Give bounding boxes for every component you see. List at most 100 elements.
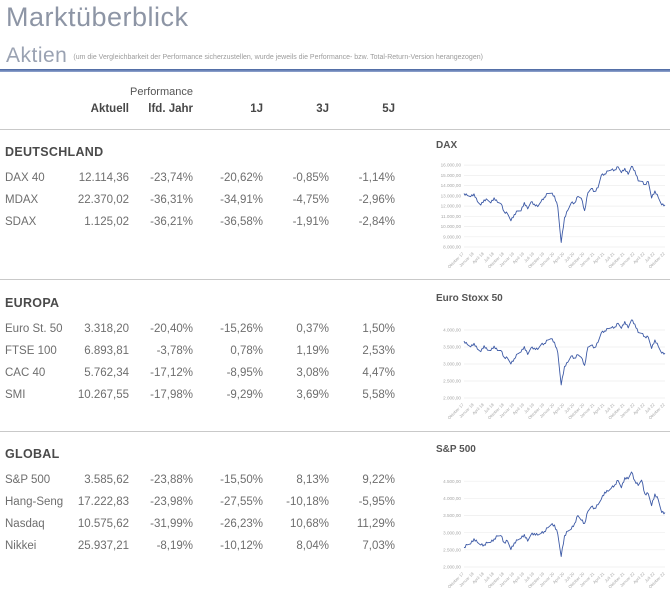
table-row-cac40: CAC 40 5.762,34 -17,12% -8,95% 3,08% 4,4…: [5, 362, 395, 384]
index-name: Hang-Seng: [5, 496, 64, 508]
index-name: S&P 500: [5, 474, 51, 486]
svg-text:April 21: April 21: [592, 571, 606, 585]
column-header-lfd-jahr: lfd. Jahr: [148, 103, 193, 115]
cell-aktuell: 3.585,62: [84, 474, 129, 486]
svg-text:3.500,00: 3.500,00: [443, 345, 461, 350]
cell-aktuell: 17.222,83: [77, 496, 129, 508]
cell-3j: 0,37%: [296, 323, 329, 335]
cell-3j: 3,08%: [296, 367, 329, 379]
svg-text:12.000,00: 12.000,00: [441, 204, 462, 209]
svg-text:April 20: April 20: [552, 571, 566, 585]
svg-text:3.000,00: 3.000,00: [443, 530, 461, 535]
cell-lfd-jahr: -8,19%: [156, 540, 193, 552]
chart-title-sp500: S&P 500: [436, 444, 476, 455]
svg-text:April 18: April 18: [471, 251, 485, 265]
svg-text:16.000,00: 16.000,00: [441, 163, 462, 168]
svg-text:8.000,00: 8.000,00: [443, 245, 461, 250]
table-row-hangseng: Hang-Seng 17.222,83 -23,98% -27,55% -10,…: [5, 491, 395, 513]
chart-dax: DAX 16.000,00 15.000,00 14.000,00 13.000,00…: [436, 140, 668, 269]
cell-3j: 3,69%: [296, 389, 329, 401]
cell-5j: -1,14%: [358, 172, 395, 184]
cell-1j: -26,23%: [220, 518, 263, 530]
svg-text:2.000,00: 2.000,00: [443, 396, 461, 401]
table-row-sdax: SDAX 1.125,02 -36,21% -36,58% -1,91% -2,…: [5, 211, 395, 233]
svg-text:April 19: April 19: [511, 571, 525, 585]
chart-title-dax: DAX: [436, 140, 458, 151]
cell-lfd-jahr: -23,74%: [150, 172, 193, 184]
section-heading-global: GLOBAL: [5, 447, 60, 461]
svg-text:April 22: April 22: [632, 402, 646, 416]
table-row-nikkei: Nikkei 25.937,21 -8,19% -10,12% 8,04% 7,…: [5, 535, 395, 557]
cell-1j: -36,58%: [220, 216, 263, 228]
svg-text:April 22: April 22: [632, 571, 646, 585]
table-row-sp500: S&P 500 3.585,62 -23,88% -15,50% 8,13% 9…: [5, 469, 395, 491]
index-name: CAC 40: [5, 367, 46, 379]
svg-text:April 18: April 18: [471, 402, 485, 416]
cell-1j: -15,26%: [220, 323, 263, 335]
svg-text:April 18: April 18: [471, 571, 485, 585]
section-global: GLOBAL S&P 500 3.585,62 -23,88% -15,50% …: [5, 447, 395, 557]
table-row-ftse100: FTSE 100 6.893,81 -3,78% 0,78% 1,19% 2,5…: [5, 340, 395, 362]
cell-lfd-jahr: -20,40%: [150, 323, 193, 335]
cell-3j: -10,18%: [286, 496, 329, 508]
cell-1j: -9,29%: [226, 389, 263, 401]
accent-rule: [0, 69, 670, 72]
cell-aktuell: 5.762,34: [84, 367, 129, 379]
aktien-section-header: Aktien (um die Vergleichbarkeit der Perfo…: [6, 44, 483, 68]
index-name: Euro St. 50: [5, 323, 63, 335]
chart-sp500: S&P 500 4.500,00 4.000,00 3.500,00 3.000,00…: [436, 444, 668, 589]
cell-3j: 10,68%: [289, 518, 329, 530]
cell-1j: -20,62%: [220, 172, 263, 184]
cell-1j: -10,12%: [220, 540, 263, 552]
cell-3j: -1,91%: [292, 216, 329, 228]
cell-lfd-jahr: -36,31%: [150, 194, 193, 206]
svg-text:April 21: April 21: [592, 402, 606, 416]
cell-aktuell: 10.267,55: [77, 389, 129, 401]
index-name: FTSE 100: [5, 345, 57, 357]
cell-1j: -34,91%: [220, 194, 263, 206]
cell-5j: 7,03%: [362, 540, 395, 552]
svg-text:April 19: April 19: [511, 402, 525, 416]
column-header-5j: 5J: [382, 103, 395, 115]
svg-text:3.500,00: 3.500,00: [443, 513, 461, 518]
cell-lfd-jahr: -23,98%: [150, 496, 193, 508]
section-europa: EUROPA Euro St. 50 3.318,20 -20,40% -15,…: [5, 296, 395, 406]
table-row-nasdaq: Nasdaq 10.575,62 -31,99% -26,23% 10,68% …: [5, 513, 395, 535]
dax-line-chart: 16.000,00 15.000,00 14.000,00 13.000,00 12.0…: [441, 163, 667, 269]
header-divider: [0, 129, 670, 130]
cell-3j: -4,75%: [292, 194, 329, 206]
svg-text:April 20: April 20: [552, 251, 566, 265]
cell-5j: -5,95%: [358, 496, 395, 508]
cell-5j: 5,58%: [362, 389, 395, 401]
cell-1j: -15,50%: [220, 474, 263, 486]
cell-5j: 11,29%: [356, 518, 395, 530]
cell-5j: 1,50%: [362, 323, 395, 335]
section-title: Aktien: [6, 44, 68, 67]
table-header: Performance Aktuell lfd. Jahr 1J 3J 5J: [5, 84, 395, 118]
cell-1j: 0,78%: [230, 345, 263, 357]
svg-text:4.500,00: 4.500,00: [443, 479, 461, 484]
section-heading-europa: EUROPA: [5, 296, 60, 310]
svg-text:3.000,00: 3.000,00: [443, 362, 461, 367]
index-name: MDAX: [5, 194, 39, 206]
svg-text:April 19: April 19: [511, 251, 525, 265]
column-header-aktuell: Aktuell: [90, 103, 129, 115]
svg-text:April 22: April 22: [632, 251, 646, 265]
cell-aktuell: 3.318,20: [84, 323, 129, 335]
cell-3j: 8,04%: [296, 540, 329, 552]
cell-lfd-jahr: -36,21%: [150, 216, 193, 228]
cell-aktuell: 25.937,21: [77, 540, 129, 552]
svg-text:11.000,00: 11.000,00: [441, 214, 462, 219]
chart-title-eurostoxx50: Euro Stoxx 50: [436, 293, 503, 304]
index-name: SMI: [5, 389, 26, 401]
cell-aktuell: 6.893,81: [84, 345, 129, 357]
svg-text:2.000,00: 2.000,00: [443, 565, 461, 570]
section-deutschland: DEUTSCHLAND DAX 40 12.114,36 -23,74% -20…: [5, 145, 395, 233]
cell-5j: 4,47%: [362, 367, 395, 379]
cell-1j: -27,55%: [220, 496, 263, 508]
svg-text:2.500,00: 2.500,00: [443, 547, 461, 552]
table-row-mdax: MDAX 22.370,02 -36,31% -34,91% -4,75% -2…: [5, 189, 395, 211]
section-note: (um die Vergleichbarkeit der Performance…: [73, 54, 483, 61]
cell-lfd-jahr: -3,78%: [156, 345, 193, 357]
performance-group-row: Performance: [5, 84, 395, 100]
